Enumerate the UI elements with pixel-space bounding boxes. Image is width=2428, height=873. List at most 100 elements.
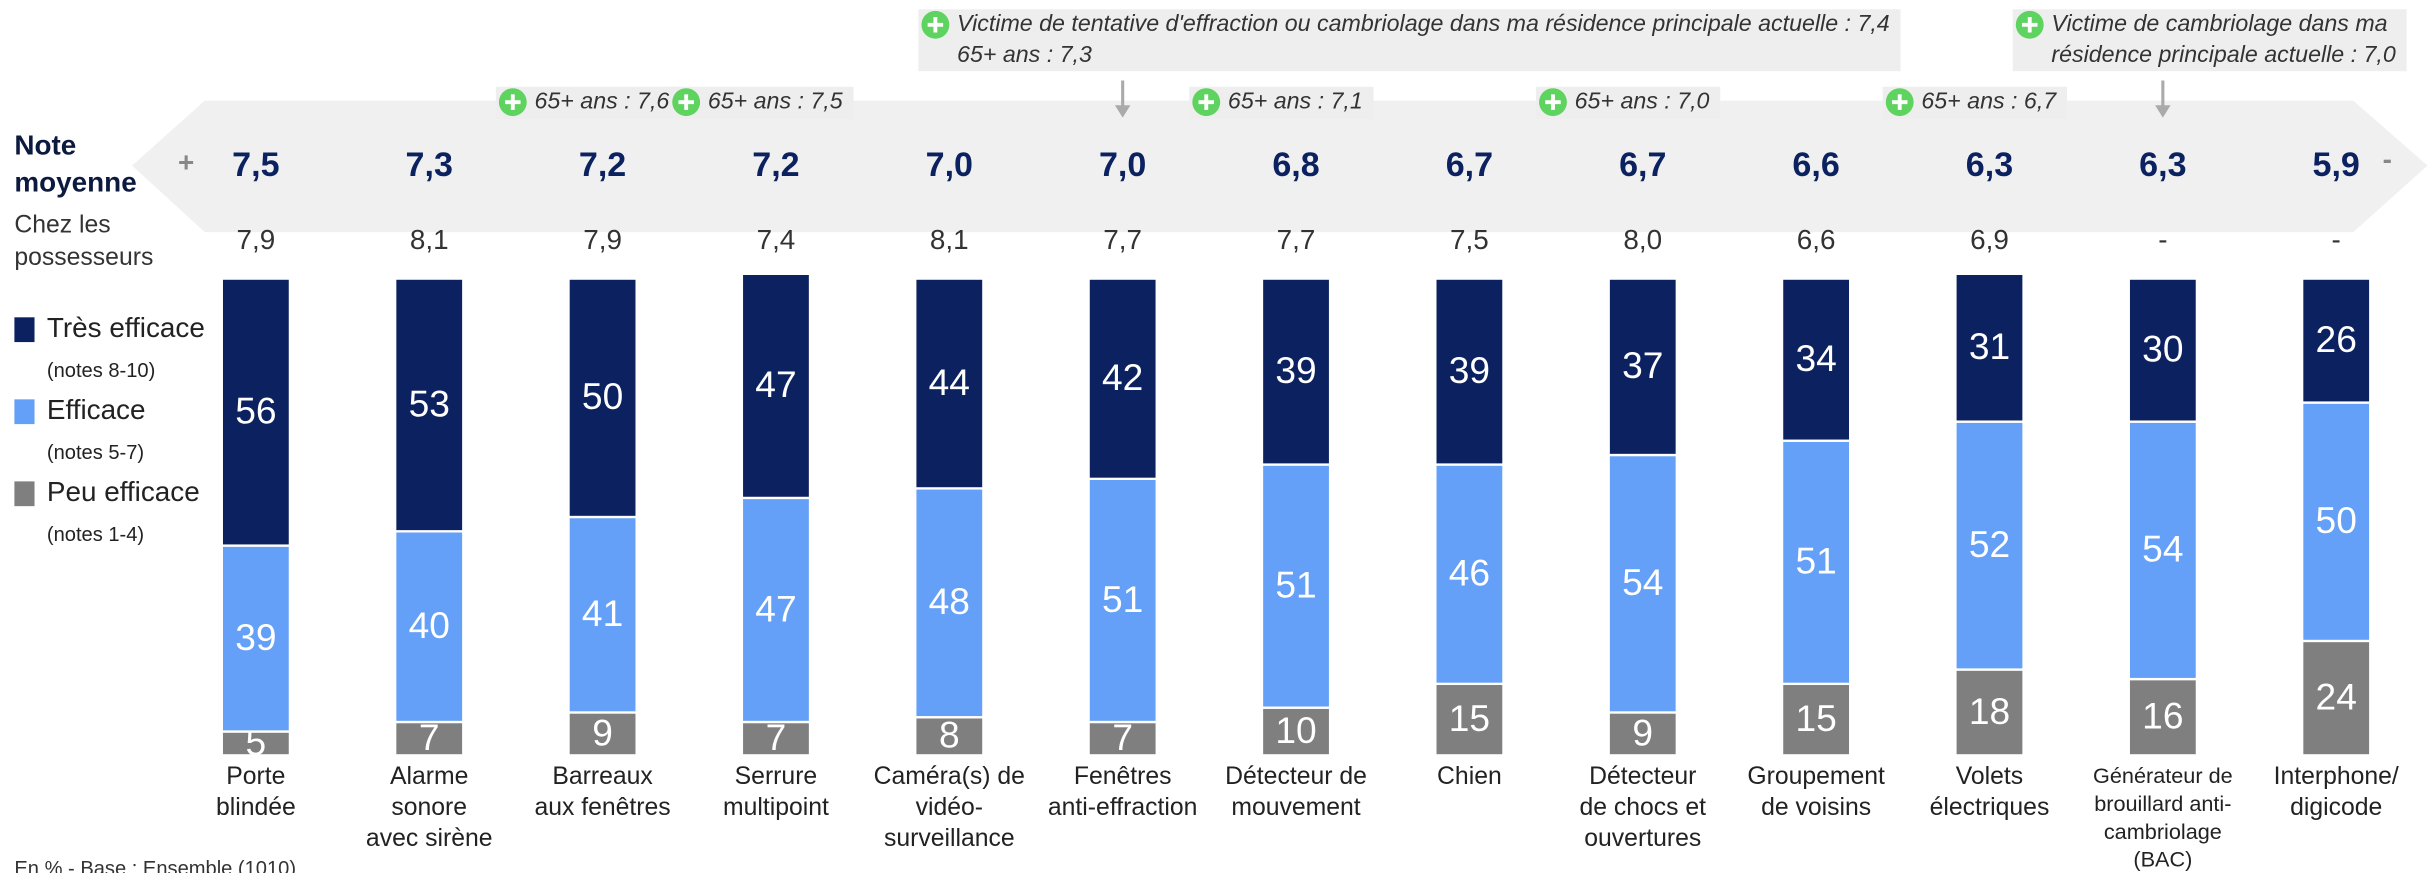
note-value: 6,6 [1792,146,1839,184]
bar-segment [2127,420,2199,681]
bar-value-label: 54 [1622,561,1663,603]
annotation-icon-plus [1545,94,1561,110]
bar-value-label: 51 [1795,540,1836,582]
note-value: 7,0 [926,146,973,184]
category-label: Détecteur de mouvement [1225,763,1367,821]
bar-segment [1607,277,1678,457]
bar-value-label: 48 [929,580,970,622]
note-value: 7,5 [232,146,279,184]
annotation-arrowhead [2155,105,2171,118]
category-label: Barreaux aux fenêtres [534,763,670,821]
annotation-icon-plus [1891,94,1908,110]
bar-segment [740,720,812,757]
bar-segment [1434,463,1505,686]
bar-segment [567,515,638,714]
bar-value-label: 51 [1102,578,1143,620]
legend-swatch [14,399,35,425]
annotation-text: 65+ ans : 7,0 [1575,87,1710,113]
legend-label: Peu efficace [47,476,200,507]
legend-note: (notes 5-7) [47,442,144,464]
bar-value-label: 39 [1449,349,1490,391]
bar-value-label: 56 [235,389,276,431]
annotation-text: 65+ ans : 7,6 [534,87,669,113]
bar-value-label: 18 [1969,690,2010,732]
possesseurs-value: 7,5 [1450,224,1489,255]
bar-value-label: 46 [1449,552,1490,594]
bar-value-label: 8 [939,714,960,756]
bar-segment [1260,706,1332,757]
note-label: moyenne [14,167,136,198]
annotation-text: 65+ ans : 7,3 [957,41,1092,67]
category-label: Volets électriques [1930,763,2050,821]
annotation-text: 65+ ans : 7,1 [1228,87,1363,113]
annotation-box [2012,9,2407,72]
bar-value-label: 52 [1969,523,2010,565]
bar-value-label: 40 [409,604,450,646]
legend-label: Très efficace [47,312,205,343]
bar-segment [2300,277,2372,404]
legend-label: Efficace [47,394,146,425]
possesseurs-value: 8,0 [1623,224,1662,255]
category-label: Générateur de brouillard anti-cambriolage… [2093,763,2233,872]
bar-value-label: 41 [582,592,623,634]
bar-segment [394,530,465,724]
possesseurs-value: 6,9 [1970,224,2009,255]
possesseurs-value: 7,9 [236,224,275,255]
bar-value-label: 10 [1275,709,1316,751]
annotation-icon-plus [2021,17,2038,33]
bar-value-label: 39 [235,616,276,658]
bar-value-label: 15 [1449,697,1490,739]
bar-segment [914,487,985,719]
bar-value-label: 54 [2142,528,2183,570]
possesseurs-value: 6,6 [1797,224,1836,255]
bar-segment [220,544,292,733]
bar-segment [1954,668,2025,757]
bar-segment [1607,453,1678,714]
category-label: Détecteur de chocs et ouvertures [1579,763,1706,852]
legend-note: (notes 8-10) [47,360,155,382]
bar-segment [1260,463,1332,709]
annotation-text: 65+ ans : 6,7 [1921,87,2057,113]
category-label: Chien [1437,763,1502,790]
annotation-text: Victime de tentative d'effraction ou cam… [957,10,1890,36]
note-label: Note [14,129,76,160]
category-label: Fenêtres anti-effraction [1048,763,1198,821]
bar-value-label: 7 [766,716,787,758]
bar-segment [1780,439,1852,686]
bar-value-label: 50 [2316,499,2357,541]
bar-segment [394,720,465,757]
bar-segment [914,277,985,490]
bar-value-label: 37 [1622,344,1663,386]
bar-value-label: 15 [1795,697,1836,739]
possesseurs-value: 8,1 [410,224,449,255]
bar-segment [567,711,638,757]
annotation-text: 65+ ans : 7,5 [708,87,843,113]
bar-segment [1087,277,1158,481]
bar-value-label: 24 [2316,676,2357,718]
category-label: Interphone/digicode [2274,763,2399,821]
bar-segment [2127,277,2199,423]
bar-segment [740,272,812,500]
bar-segment [914,716,985,757]
note-value: 5,9 [2313,146,2360,184]
legend-swatch [14,317,35,343]
possesseurs-label: Chez les [14,212,110,239]
footnote: En % - Base : Ensemble (1010) [14,858,296,873]
bar-segment [1607,711,1678,757]
bar-value-label: 26 [2316,318,2357,360]
bar-value-label: 47 [755,587,796,629]
bar-segment [1954,420,2025,671]
category-label: Caméra(s) de vidéo-surveillance [874,763,1025,852]
bar-value-label: 50 [582,375,623,417]
annotation-icon-plus [505,94,521,110]
possesseurs-value: 7,7 [1277,224,1316,255]
note-value: 7,2 [752,146,799,184]
note-value: 6,7 [1619,146,1666,184]
bar-segment [2300,639,2372,757]
note-value: 6,8 [1272,146,1319,184]
bar-value-label: 31 [1969,325,2010,367]
bar-value-label: 51 [1275,563,1316,605]
bar-value-label: 7 [419,716,440,758]
